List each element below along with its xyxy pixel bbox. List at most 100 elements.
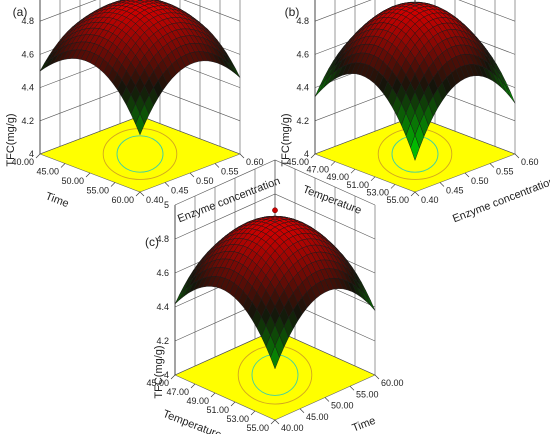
x2-tick — [514, 153, 520, 159]
x2-tick-label: 45.00 — [306, 412, 329, 422]
x2-tick — [439, 182, 445, 187]
x2-tick — [464, 172, 470, 178]
z-tick-label: 4.8 — [296, 16, 309, 26]
x1-tick-label: 45.00 — [146, 378, 169, 388]
z-tick-label: 5 — [164, 200, 169, 210]
x1-tick-label: 53.00 — [366, 187, 389, 197]
x2-tick — [139, 191, 145, 197]
x2-tick-label: 60.00 — [381, 378, 404, 388]
x2-tick — [214, 163, 220, 168]
design-point — [272, 207, 278, 214]
x1-tick-label: 51.00 — [206, 405, 229, 415]
x1-tick — [410, 191, 416, 197]
x1-tick — [230, 401, 236, 407]
x2-tick — [239, 153, 245, 159]
x1-tick-label: 40.00 — [11, 157, 34, 167]
z-axis-label: TFC(mg/g) — [153, 345, 165, 398]
x1-tick — [270, 419, 276, 425]
x2-tick-label: 0.55 — [221, 167, 239, 177]
panel-label: (c) — [145, 235, 159, 249]
z-gridline — [39, 0, 241, 22]
x2-tick — [414, 191, 420, 197]
z-tick-label: 4.8 — [21, 16, 34, 26]
x2-tick-label: 0.60 — [521, 157, 539, 167]
surface-cell — [410, 134, 420, 162]
x1-tick — [170, 374, 176, 380]
surface-cell — [314, 81, 325, 97]
x2-tick-label: 0.50 — [196, 176, 214, 186]
x1-tick-label: 55.00 — [386, 195, 409, 205]
z-axis-label: TFC(mg/g) — [5, 113, 17, 166]
z-tick-label: 4.8 — [156, 234, 169, 244]
x1-tick — [390, 184, 396, 189]
surface-cell — [270, 345, 280, 370]
x1-tick — [135, 191, 141, 197]
z-tick-label: 4 — [304, 149, 309, 159]
x1-tick-label: 55.00 — [246, 423, 269, 433]
surface-cell — [365, 295, 376, 311]
x2-axis-label: Time — [351, 415, 378, 434]
chart-panel-3: 44.24.44.64.8545.0047.0049.0051.0053.005… — [145, 159, 404, 434]
x1-tick-label: 51.00 — [346, 180, 369, 190]
x2-tick-label: 55.00 — [356, 389, 379, 399]
x2-tick-label: 0.40 — [146, 195, 164, 205]
panel-label: (b) — [285, 5, 300, 19]
x1-tick — [35, 153, 41, 159]
z-axis-label: TFC(mg/g) — [280, 113, 292, 166]
x1-tick-label: 45.00 — [286, 157, 309, 167]
x2-tick-label: 40.00 — [281, 423, 304, 433]
surface-cell — [135, 112, 145, 136]
contour-inner — [116, 135, 164, 173]
z-tick-label: 4.4 — [156, 302, 169, 312]
response-surface — [39, 0, 241, 136]
x2-axis-label: Enzyme concentration — [451, 175, 550, 225]
x1-tick-label: 49.00 — [186, 396, 209, 406]
z-tick-label: 4.4 — [296, 83, 309, 93]
x1-axis-label: Time — [44, 190, 71, 210]
x2-tick — [374, 374, 380, 380]
x2-tick — [299, 408, 305, 413]
x2-tick — [324, 397, 330, 402]
x1-tick — [210, 392, 216, 398]
x1-tick — [330, 161, 336, 166]
z-tick-label: 4.2 — [296, 116, 309, 126]
x2-tick-label: 50.00 — [331, 401, 354, 411]
x1-tick-label: 45.00 — [36, 167, 59, 177]
x2-tick — [489, 163, 495, 168]
x2-tick-label: 0.55 — [496, 167, 514, 177]
response-surface — [174, 215, 376, 370]
x1-tick-label: 47.00 — [306, 165, 329, 175]
x1-tick-label: 47.00 — [166, 387, 189, 397]
z-tick-label: 4.2 — [21, 116, 34, 126]
x2-tick — [349, 386, 355, 391]
x1-tick-label: 49.00 — [326, 172, 349, 182]
x1-tick-label: 60.00 — [111, 195, 134, 205]
surface-cell — [505, 86, 516, 104]
chart-panel-2: 44.24.44.64.8545.0047.0049.0051.0053.005… — [280, 0, 550, 225]
x1-tick — [85, 172, 91, 178]
x1-tick — [350, 168, 356, 174]
x1-tick-label: 55.00 — [86, 186, 109, 196]
z-tick-label: 4 — [164, 370, 169, 380]
x2-tick — [274, 419, 280, 425]
x1-tick — [110, 182, 116, 187]
x2-tick — [189, 172, 195, 178]
x1-tick — [250, 410, 256, 416]
x2-tick-label: 0.45 — [446, 186, 464, 196]
x2-tick-label: 0.50 — [471, 176, 489, 186]
response-surface — [314, 1, 516, 162]
x1-tick — [310, 153, 316, 159]
x1-tick-label: 50.00 — [61, 176, 84, 186]
x1-tick-label: 53.00 — [226, 414, 249, 424]
z-gridline — [314, 0, 516, 22]
x2-tick-label: 0.45 — [171, 186, 189, 196]
x1-tick — [60, 163, 66, 168]
z-tick-label: 4.6 — [296, 49, 309, 59]
x2-tick-label: 0.40 — [421, 195, 439, 205]
z-tick-label: 4.6 — [156, 268, 169, 278]
x1-tick — [370, 176, 376, 182]
z-tick-label: 4.2 — [156, 336, 169, 346]
z-tick-label: 4 — [29, 149, 34, 159]
z-tick-label: 4.6 — [21, 49, 34, 59]
